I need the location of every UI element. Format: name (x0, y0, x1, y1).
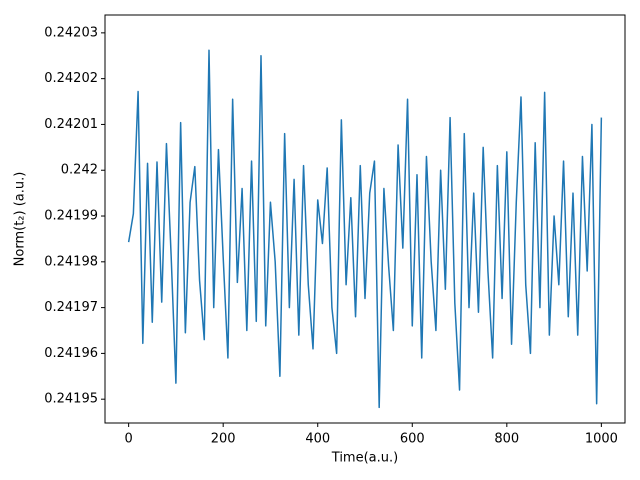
y-tick-label: 0.24201 (44, 117, 98, 132)
y-tick-label: 0.24203 (44, 25, 98, 40)
y-tick-label: 0.24195 (44, 392, 98, 407)
x-tick-label: 600 (400, 432, 425, 447)
y-tick-label: 0.24202 (44, 71, 98, 86)
x-tick-label: 800 (494, 432, 519, 447)
x-tick-label: 0 (124, 432, 132, 447)
axes-frame (104, 14, 626, 424)
y-tick-label: 0.24197 (44, 300, 98, 315)
line-series (127, 49, 603, 409)
y-tick-label: 0.24198 (44, 254, 98, 269)
x-tick-label: 400 (305, 432, 330, 447)
x-tick-label: 200 (211, 432, 236, 447)
x-axis-label: Time(a.u.) (331, 451, 398, 466)
y-tick-label: 0.24199 (44, 209, 98, 224)
y-axis-label: Norm(t₂) (a.u.) (13, 172, 28, 267)
y-tick-label: 0.24196 (44, 346, 98, 361)
x-tick-label: 1000 (585, 432, 618, 447)
y-tick-label: 0.242 (61, 163, 98, 178)
